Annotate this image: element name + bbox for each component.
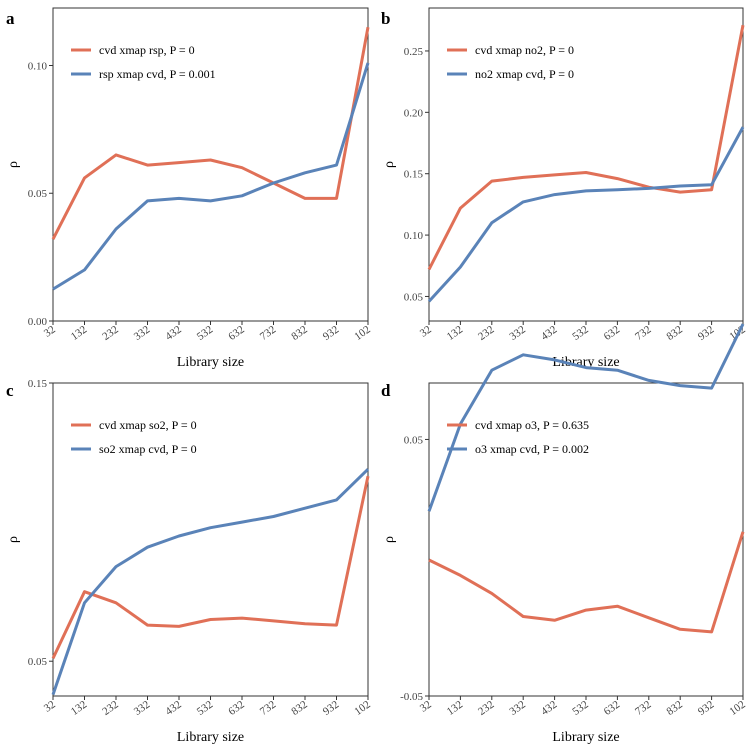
legend-label-1: cvd xmap so2, P = 0 [99,418,197,432]
x-tick-label: 632 [602,699,622,718]
x-tick-label: 532 [195,699,215,718]
legend-label-1: cvd xmap o3, P = 0.635 [475,418,589,432]
y-tick-label: 0.05 [404,434,424,446]
y-axis-title: ρ [382,161,397,168]
x-tick-label: 932 [696,699,716,718]
chart-panel-c: c 0.05 0.15 32 132 232 332 432 532 632 732 832 932 10… [6,378,373,745]
y-tick-label: 0.20 [404,107,424,119]
x-tick-label: 232 [100,324,120,343]
x-tick-label: 132 [69,324,89,343]
legend-label-2: rsp xmap cvd, P = 0.001 [99,67,216,81]
y-tick-label: 0.10 [404,230,424,242]
x-tick-label: 532 [570,699,590,718]
panel-letter: d [381,381,391,400]
y-tick-label: 0.10 [28,60,48,72]
x-tick-label: 32 [418,324,434,340]
y-axis-title: ρ [6,536,21,543]
x-tick-label: 102 [352,324,372,343]
x-tick-label: 132 [445,324,465,343]
x-tick-label: 132 [69,699,89,718]
x-tick-label: 332 [132,324,152,343]
y-tick-label: 0.00 [28,316,48,328]
y-tick-label: 0.15 [404,169,424,181]
x-tick-label: 232 [476,324,496,343]
x-tick-label: 432 [163,324,183,343]
x-tick-label: 332 [508,324,528,343]
legend-label-2: no2 xmap cvd, P = 0 [475,67,574,81]
x-tick-label: 932 [696,324,716,343]
series-line-2 [427,323,745,512]
x-tick-label: 632 [602,324,622,343]
x-tick-label: 732 [633,324,653,343]
x-tick-label: 932 [321,324,341,343]
panel-letter: b [381,9,390,28]
x-tick-label: 532 [195,324,215,343]
y-tick-label: 0.25 [404,46,424,58]
series-line-2 [51,468,370,696]
x-tick-label: 632 [226,699,246,718]
x-tick-label: 732 [258,699,278,718]
y-tick-label: -0.05 [400,691,423,703]
x-tick-label: 232 [476,699,496,718]
x-tick-label: 332 [508,699,528,718]
x-tick-label: 32 [42,699,58,715]
series-line-1 [51,475,370,660]
x-axis-title: Library size [177,355,244,370]
x-tick-label: 832 [665,699,685,718]
x-tick-label: 432 [539,699,559,718]
x-tick-label: 732 [258,324,278,343]
y-axis-title: ρ [6,161,21,168]
x-axis-title: Library size [552,355,619,370]
y-tick-label: 0.05 [28,656,48,668]
panel-letter: c [6,381,14,400]
series-line-2 [52,62,370,291]
y-tick-label: 0.05 [404,291,424,303]
x-tick-label: 432 [163,699,183,718]
legend-label-2: so2 xmap cvd, P = 0 [99,442,197,456]
y-tick-label: 0.05 [28,188,48,200]
x-tick-label: 832 [665,324,685,343]
y-tick-label: 0.15 [28,378,48,390]
x-tick-label: 732 [633,699,653,718]
chart-panel-d: d -0.05 0.05 32 132 232 332 432 532 632 732 832 932 1… [381,323,748,745]
series-line-1 [51,26,370,240]
x-axis-title: Library size [177,730,244,745]
x-tick-label: 132 [445,699,465,718]
x-tick-label: 632 [226,324,246,343]
x-tick-label: 832 [289,699,309,718]
x-axis-title: Library size [552,730,619,745]
y-axis-title: ρ [382,536,397,543]
x-tick-label: 102 [352,699,372,718]
panel-letter: a [6,9,15,28]
legend-label-1: cvd xmap no2, P = 0 [475,43,574,57]
x-tick-label: 532 [570,324,590,343]
series-line-1 [428,531,745,634]
x-tick-label: 332 [132,699,152,718]
chart-panel-b: b 0.05 0.10 0.15 0.20 0.25 32 132 232 332 432 532 63… [381,7,748,370]
legend-label-1: cvd xmap rsp, P = 0 [99,43,195,57]
x-tick-label: 432 [539,324,559,343]
series-line-2 [427,126,745,303]
legend-label-2: o3 xmap cvd, P = 0.002 [475,442,589,456]
x-tick-label: 832 [289,324,309,343]
series-line-1 [427,24,745,271]
x-tick-label: 232 [100,699,120,718]
x-tick-label: 102 [727,699,747,718]
x-tick-label: 932 [321,699,341,718]
